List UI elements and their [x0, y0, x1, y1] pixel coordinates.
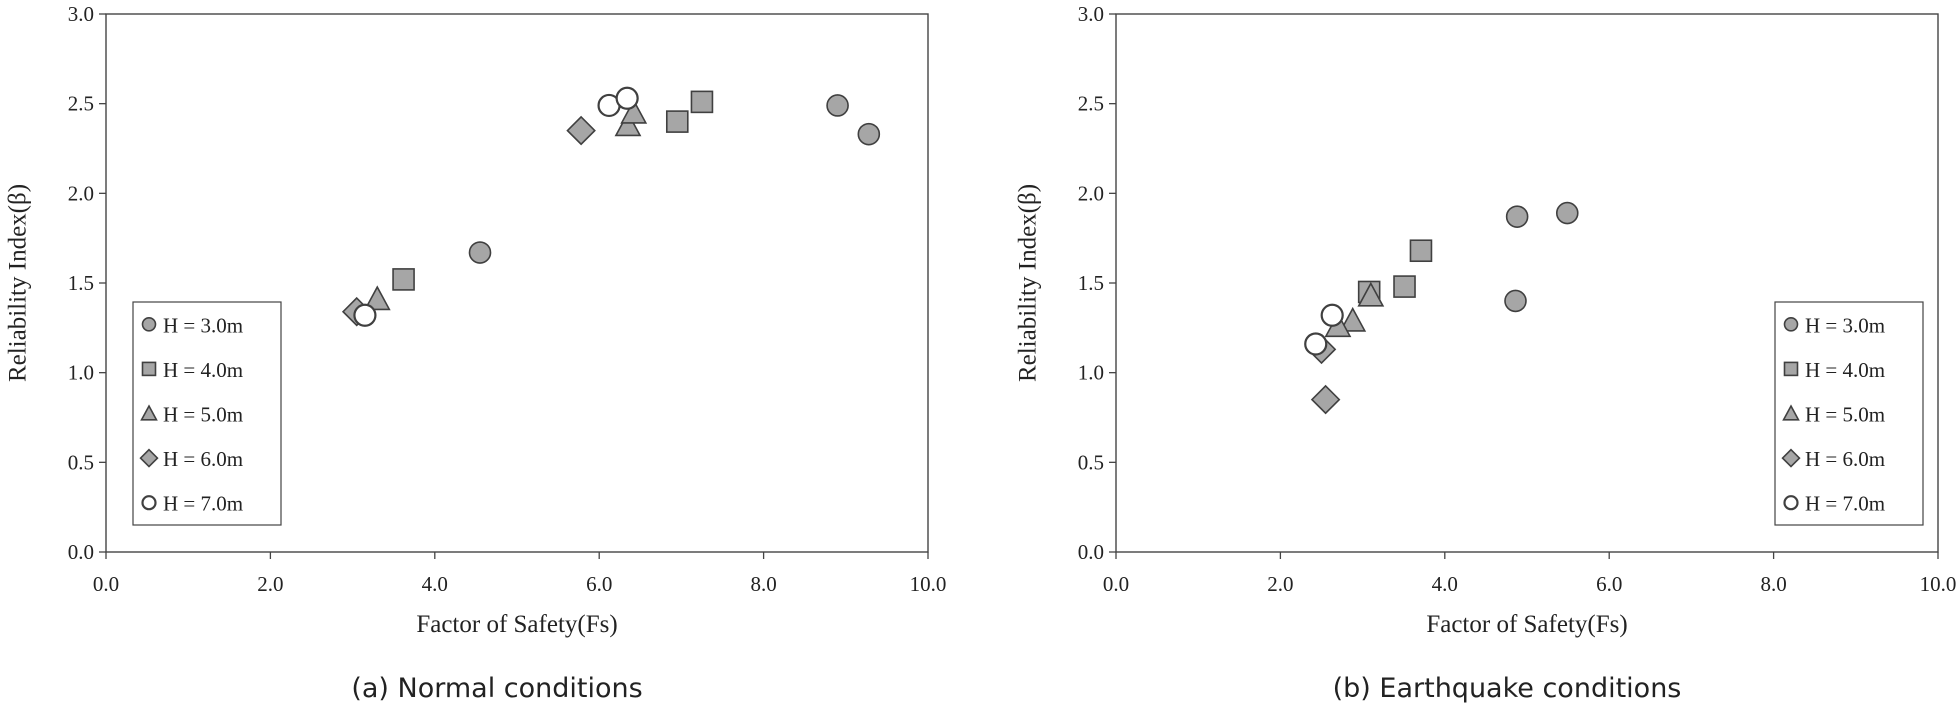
- legend-entry-label: H = 4.0m: [163, 358, 243, 382]
- data-point-open-circle-series-5: [1304, 332, 1328, 356]
- legend-marker-triangle-icon: [140, 404, 158, 421]
- x-tick-label: 8.0: [1760, 572, 1786, 596]
- legend-marker-triangle-icon: [1782, 404, 1800, 421]
- legend-entry-label: H = 5.0m: [163, 403, 243, 427]
- data-point-square-series-2: [690, 90, 714, 114]
- legend-marker-open-circle-icon: [141, 495, 157, 511]
- y-axis-label: Reliability Index(β): [5, 184, 32, 382]
- y-tick-label: 2.0: [68, 181, 94, 205]
- legend-entry-label: H = 3.0m: [1805, 313, 1885, 337]
- legend-entry-label: H = 6.0m: [1805, 447, 1885, 471]
- data-point-triangle-series-3: [363, 285, 391, 311]
- legend-box: [132, 301, 282, 526]
- x-axis-label: Factor of Safety(Fs): [416, 611, 617, 638]
- legend-marker-circle-icon: [141, 316, 157, 332]
- data-point-square-series-2: [665, 110, 689, 133]
- data-point-square-series-2: [1409, 239, 1433, 263]
- chart-panel-normal-conditions: 0.0 2.0 4.0 6.0 8.0 10.0 0.0 0.5 1.0 1.5 2.0 2.5 3.0…: [5, 2, 947, 704]
- legend-marker-diamond-icon: [139, 448, 159, 468]
- y-tick-label: 3.0: [1078, 2, 1104, 26]
- x-tick-label: 6.0: [1596, 572, 1622, 596]
- data-point-square-series-2: [392, 268, 415, 291]
- legend: H = 3.0m H = 4.0m H = 5.0m H = 6.0m H = 7.0m: [1774, 301, 1924, 526]
- y-tick-label: 0.0: [1078, 540, 1104, 564]
- y-tick-label: 3.0: [68, 2, 94, 26]
- data-point-open-circle-series-5: [353, 303, 377, 327]
- y-tick-label: 1.5: [1078, 271, 1104, 295]
- data-point-circle-series-1: [857, 122, 881, 146]
- y-tick-label: 1.0: [1078, 361, 1104, 385]
- legend-entry-label: H = 4.0m: [1805, 358, 1885, 382]
- legend-marker-open-circle-icon: [1783, 495, 1799, 511]
- legend-marker-diamond-icon: [1781, 448, 1801, 468]
- legend-marker-circle-icon: [1783, 316, 1799, 332]
- data-point-diamond-series-4: [1310, 384, 1341, 415]
- figure-caption: (b) Earthquake conditions: [1333, 673, 1682, 704]
- y-tick-label: 0.5: [68, 450, 94, 474]
- y-tick-label: 0.5: [1078, 450, 1104, 474]
- y-tick-label: 2.0: [1078, 181, 1104, 205]
- data-point-circle-series-1: [826, 94, 849, 117]
- x-tick-label: 4.0: [422, 572, 448, 596]
- y-tick-label: 0.0: [68, 540, 94, 564]
- x-tick-label: 2.0: [257, 572, 283, 596]
- legend-entry-label: H = 6.0m: [163, 447, 243, 471]
- legend: H = 3.0m H = 4.0m H = 5.0m H = 6.0m H = 7.0m: [132, 301, 282, 526]
- data-point-open-circle-series-5: [615, 86, 639, 110]
- legend-entry-label: H = 7.0m: [163, 492, 243, 516]
- data-point-circle-series-1: [1505, 205, 1529, 228]
- y-tick-label: 2.5: [68, 92, 94, 116]
- x-tick-label: 0.0: [93, 572, 119, 596]
- data-point-square-series-2: [1393, 275, 1416, 298]
- data-point-triangle-series-3: [1339, 306, 1367, 332]
- figure-caption: (a) Normal conditions: [351, 673, 642, 704]
- legend-marker-square-icon: [141, 361, 157, 377]
- y-tick-label: 1.0: [68, 361, 94, 385]
- y-tick-label: 1.5: [68, 271, 94, 295]
- legend-entry-label: H = 7.0m: [1805, 492, 1885, 516]
- legend-marker-square-icon: [1783, 361, 1799, 377]
- y-axis-label: Reliability Index(β): [1015, 184, 1042, 382]
- x-tick-label: 10.0: [910, 572, 947, 596]
- data-point-open-circle-series-5: [1320, 303, 1344, 327]
- data-point-circle-series-1: [1504, 289, 1527, 313]
- x-tick-label: 4.0: [1432, 572, 1458, 596]
- x-tick-label: 6.0: [586, 572, 612, 596]
- x-axis-label: Factor of Safety(Fs): [1426, 611, 1627, 638]
- x-tick-label: 10.0: [1920, 572, 1957, 596]
- data-point-circle-series-1: [1555, 201, 1579, 225]
- x-tick-label: 8.0: [750, 572, 776, 596]
- data-point-triangle-series-3: [614, 111, 642, 137]
- x-tick-label: 2.0: [1267, 572, 1293, 596]
- data-point-triangle-series-3: [1357, 281, 1385, 307]
- data-point-triangle-series-3: [620, 98, 648, 124]
- legend-box: [1774, 301, 1924, 526]
- legend-entry-label: H = 5.0m: [1805, 403, 1885, 427]
- legend-entry-label: H = 3.0m: [163, 313, 243, 337]
- data-point-circle-series-1: [468, 241, 492, 264]
- data-point-diamond-series-4: [566, 115, 596, 146]
- chart-panel-earthquake-conditions: 0.0 2.0 4.0 6.0 8.0 10.0 0.0 0.5 1.0 1.5 2.0 2.5 3.0…: [1015, 2, 1957, 704]
- y-tick-label: 2.5: [1078, 92, 1104, 116]
- x-tick-label: 0.0: [1103, 572, 1129, 596]
